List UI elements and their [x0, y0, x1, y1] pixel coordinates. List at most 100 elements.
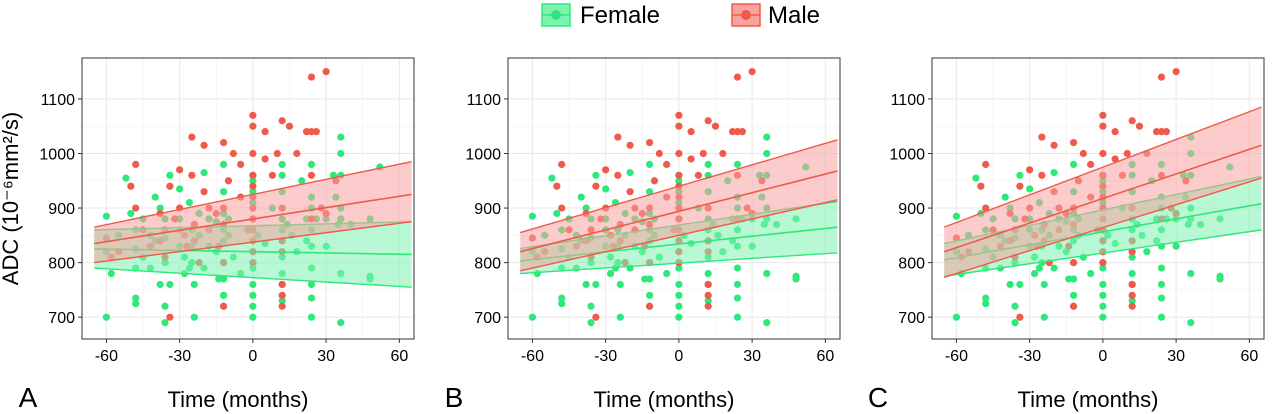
- point-female: [704, 160, 712, 168]
- point-female: [1187, 319, 1195, 327]
- x-tick-label: 0: [1098, 348, 1107, 365]
- point-female: [577, 193, 585, 201]
- y-tick-label: 1000: [39, 146, 75, 163]
- point-female: [952, 313, 961, 321]
- point-female: [763, 149, 771, 158]
- point-male: [592, 313, 600, 321]
- panel-letter: C: [868, 382, 888, 413]
- point-male: [1099, 122, 1107, 130]
- point-female: [190, 313, 198, 321]
- point-female: [792, 275, 800, 283]
- point-male: [261, 128, 269, 136]
- point-female: [1099, 264, 1107, 272]
- x-tick-label: 0: [674, 348, 683, 365]
- point-female: [1035, 264, 1044, 272]
- y-tick-label: 900: [474, 201, 501, 218]
- point-male: [687, 155, 695, 163]
- point-male: [694, 171, 703, 179]
- female-band-lower: [94, 267, 412, 288]
- point-male: [219, 138, 228, 147]
- x-tick-label: 0: [248, 348, 257, 365]
- point-female: [1099, 280, 1107, 289]
- point-female: [645, 188, 654, 196]
- point-male: [1026, 166, 1034, 174]
- male-confidence-band: [520, 139, 838, 271]
- point-male: [1069, 259, 1078, 267]
- point-male: [738, 128, 746, 136]
- point-female: [107, 269, 115, 278]
- x-tick-label: 30: [1167, 348, 1185, 365]
- point-male: [699, 149, 707, 158]
- point-male: [1087, 160, 1095, 168]
- point-male: [1038, 171, 1046, 179]
- x-tick-label: -30: [594, 348, 617, 365]
- point-male: [200, 141, 208, 149]
- point-female: [307, 280, 316, 289]
- male-band-lower: [943, 177, 1262, 279]
- y-tick-label: 1000: [889, 146, 925, 163]
- point-female: [166, 280, 174, 289]
- point-female: [1069, 160, 1078, 168]
- point-male: [655, 149, 663, 158]
- point-male: [188, 133, 196, 141]
- point-female: [1099, 291, 1107, 299]
- point-male: [278, 302, 286, 310]
- point-male: [224, 177, 233, 185]
- point-male: [1123, 149, 1131, 158]
- point-female: [1050, 264, 1058, 272]
- point-female: [161, 302, 169, 310]
- point-male: [1038, 133, 1046, 141]
- point-female: [1157, 313, 1166, 321]
- legend-item-male: Male: [731, 2, 820, 29]
- x-tick-label: 30: [317, 348, 335, 365]
- point-male: [307, 171, 316, 179]
- point-male: [704, 280, 712, 289]
- point-male: [675, 171, 683, 179]
- male-confidence-band: [94, 161, 412, 263]
- male-fit-line: [943, 144, 1262, 253]
- point-female: [733, 294, 742, 302]
- point-female: [763, 269, 771, 278]
- point-female: [1016, 280, 1024, 289]
- point-female: [675, 291, 683, 299]
- point-female: [249, 291, 257, 299]
- point-female: [582, 280, 590, 289]
- point-female: [278, 297, 286, 305]
- point-female: [733, 160, 742, 168]
- point-male: [188, 171, 196, 179]
- point-male: [1135, 122, 1144, 130]
- point-male: [614, 171, 622, 179]
- male-confidence-band: [944, 107, 1262, 278]
- point-female: [1128, 253, 1136, 261]
- point-male: [176, 166, 184, 174]
- point-male: [200, 188, 208, 196]
- point-male: [592, 182, 600, 190]
- point-male: [249, 182, 257, 190]
- point-female: [982, 294, 990, 302]
- female-band-lower: [520, 252, 838, 275]
- point-female: [528, 212, 537, 220]
- point-male: [645, 302, 654, 310]
- legend-label: Male: [768, 2, 820, 29]
- point-male: [1099, 149, 1107, 158]
- panel-C: -60 -30 0 30 60 700 800 900 1000 1100 Time (months…: [868, 57, 1265, 413]
- point-female: [1099, 302, 1107, 310]
- y-tick-label: 1100: [41, 92, 76, 109]
- x-tick-label: -60: [945, 348, 968, 365]
- panel-letter: A: [19, 382, 38, 413]
- point-female: [1157, 280, 1166, 289]
- point-female: [1069, 275, 1078, 283]
- point-male: [229, 149, 237, 158]
- point-female: [278, 171, 286, 179]
- point-female: [307, 160, 316, 168]
- point-male: [278, 117, 286, 125]
- point-female: [1172, 242, 1180, 250]
- point-female: [132, 299, 140, 308]
- point-female: [1157, 264, 1166, 272]
- x-tick-label: 60: [1240, 348, 1258, 365]
- y-tick-label: 1100: [467, 92, 502, 109]
- y-tick-label: 800: [898, 256, 925, 273]
- point-female: [337, 149, 345, 158]
- point-male: [748, 68, 756, 76]
